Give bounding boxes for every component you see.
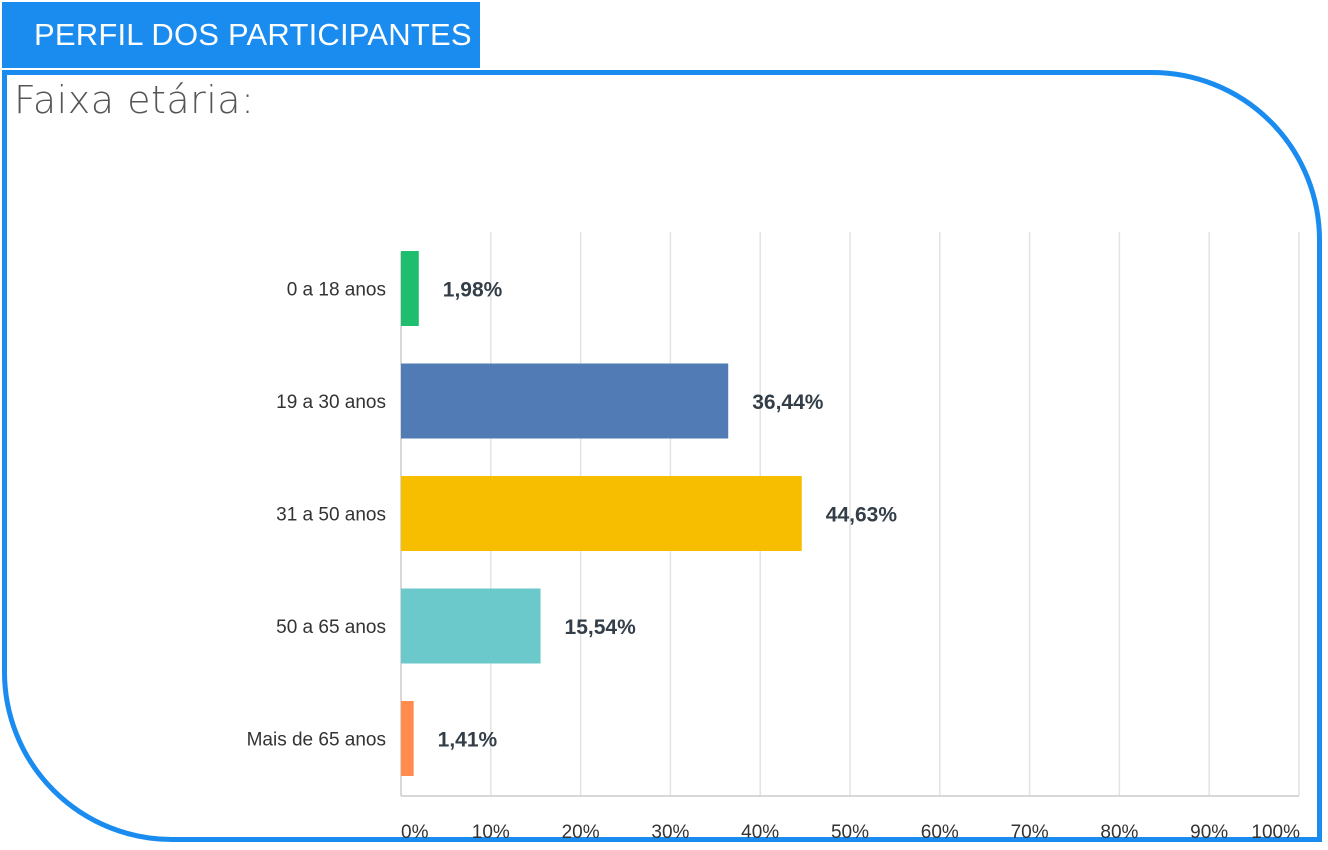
x-tick-label: 70%	[1011, 822, 1049, 843]
category-label: 50 a 65 anos	[276, 617, 386, 638]
x-tick-label: 30%	[651, 822, 689, 843]
x-tick-label: 50%	[831, 822, 869, 843]
x-tick-label: 40%	[741, 822, 779, 843]
bar	[401, 476, 802, 551]
bar	[401, 588, 541, 664]
chart-title: Faixa etária:	[14, 78, 255, 122]
category-label: 31 a 50 anos	[276, 505, 386, 526]
x-tick-label: 10%	[472, 822, 510, 843]
category-label: 0 a 18 anos	[287, 280, 386, 301]
data-label: 1,98%	[443, 279, 503, 302]
bar	[401, 251, 419, 326]
data-label: 36,44%	[752, 391, 824, 414]
category-label: 19 a 30 anos	[276, 392, 386, 413]
x-tick-label: 20%	[562, 822, 600, 843]
x-tick-label: 60%	[921, 822, 959, 843]
data-label: 15,54%	[565, 616, 637, 639]
content-frame	[2, 70, 1322, 842]
data-label: 44,63%	[826, 504, 898, 527]
section-header-tab: PERFIL DOS PARTICIPANTES	[2, 2, 480, 68]
bar	[401, 701, 414, 776]
x-tick-label: 0%	[401, 822, 429, 843]
bar	[401, 363, 729, 439]
x-tick-label: 90%	[1190, 822, 1228, 843]
x-tick-label: 100%	[1251, 822, 1300, 843]
data-label: 1,41%	[438, 729, 498, 752]
x-tick-label: 80%	[1100, 822, 1138, 843]
category-label: Mais de 65 anos	[247, 730, 386, 751]
